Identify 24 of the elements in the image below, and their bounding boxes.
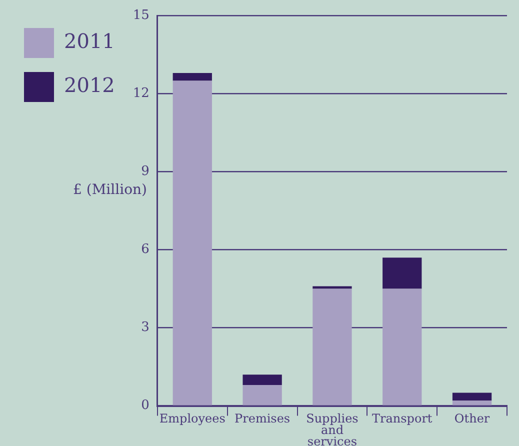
y-tick-label: 3 xyxy=(141,320,150,336)
y-tick-label: 9 xyxy=(141,164,150,180)
legend-label: 2011 xyxy=(64,29,115,54)
bar xyxy=(242,385,282,406)
bar xyxy=(452,400,492,406)
y-axis-title: £ (Million) xyxy=(72,181,148,200)
x-tick-label: Premises xyxy=(234,412,290,426)
y-tick-label: 15 xyxy=(132,8,150,24)
bar xyxy=(172,73,212,81)
y-tick-label: 6 xyxy=(141,242,150,258)
legend-label: 2012 xyxy=(64,73,115,98)
x-tick-label: Supplies and services xyxy=(306,412,358,446)
x-tick-label: Transport xyxy=(372,412,432,426)
x-tick-label: Other xyxy=(454,412,490,426)
bar xyxy=(452,392,492,401)
bar xyxy=(312,286,352,289)
bar xyxy=(382,288,422,406)
x-tick-label: Employees xyxy=(159,412,226,426)
bar xyxy=(312,288,352,406)
bar xyxy=(382,258,422,289)
y-tick-label: 12 xyxy=(132,86,150,102)
y-tick-label: 0 xyxy=(141,398,150,414)
bar xyxy=(172,80,212,406)
bar xyxy=(242,374,282,385)
